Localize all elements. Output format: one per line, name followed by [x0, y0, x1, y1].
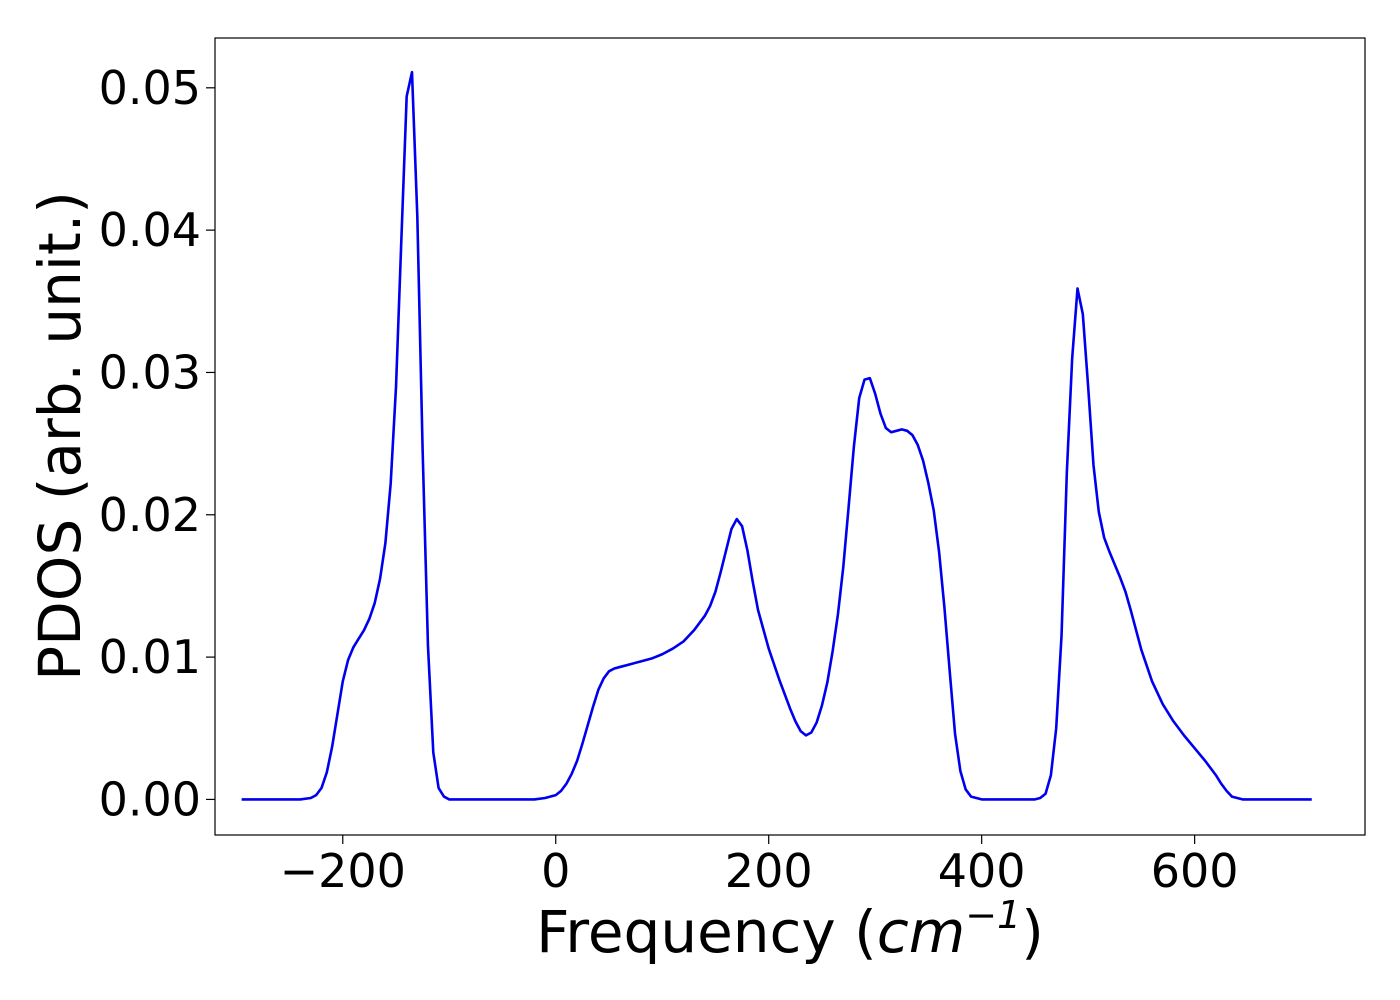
plot-area [241, 70, 1312, 801]
plot-frame [214, 37, 1366, 836]
y-tick-label: 0.03 [99, 345, 201, 399]
y-tick-label: 0.00 [99, 772, 201, 826]
y-tick-label: 0.02 [99, 488, 201, 542]
x-tick-label: 600 [1151, 844, 1239, 898]
x-tick-label: −200 [280, 844, 406, 898]
x-axis-label: Frequency (cm−1) [536, 893, 1044, 966]
y-tick-label: 0.01 [99, 630, 201, 684]
x-tick-label: 400 [938, 844, 1026, 898]
y-tick-label: 0.05 [99, 61, 201, 115]
y-tick-label: 0.04 [99, 203, 201, 257]
y-axis-label: PDOS (arb. unit.) [26, 191, 94, 681]
x-tick-label: 200 [725, 844, 813, 898]
y-axis: 0.00 0.01 0.02 0.03 0.04 0.05 [99, 61, 215, 826]
x-axis: −200 0 200 400 600 [280, 835, 1239, 898]
pdos-series-line-0 [241, 70, 1312, 801]
x-tick-label: 0 [541, 844, 570, 898]
